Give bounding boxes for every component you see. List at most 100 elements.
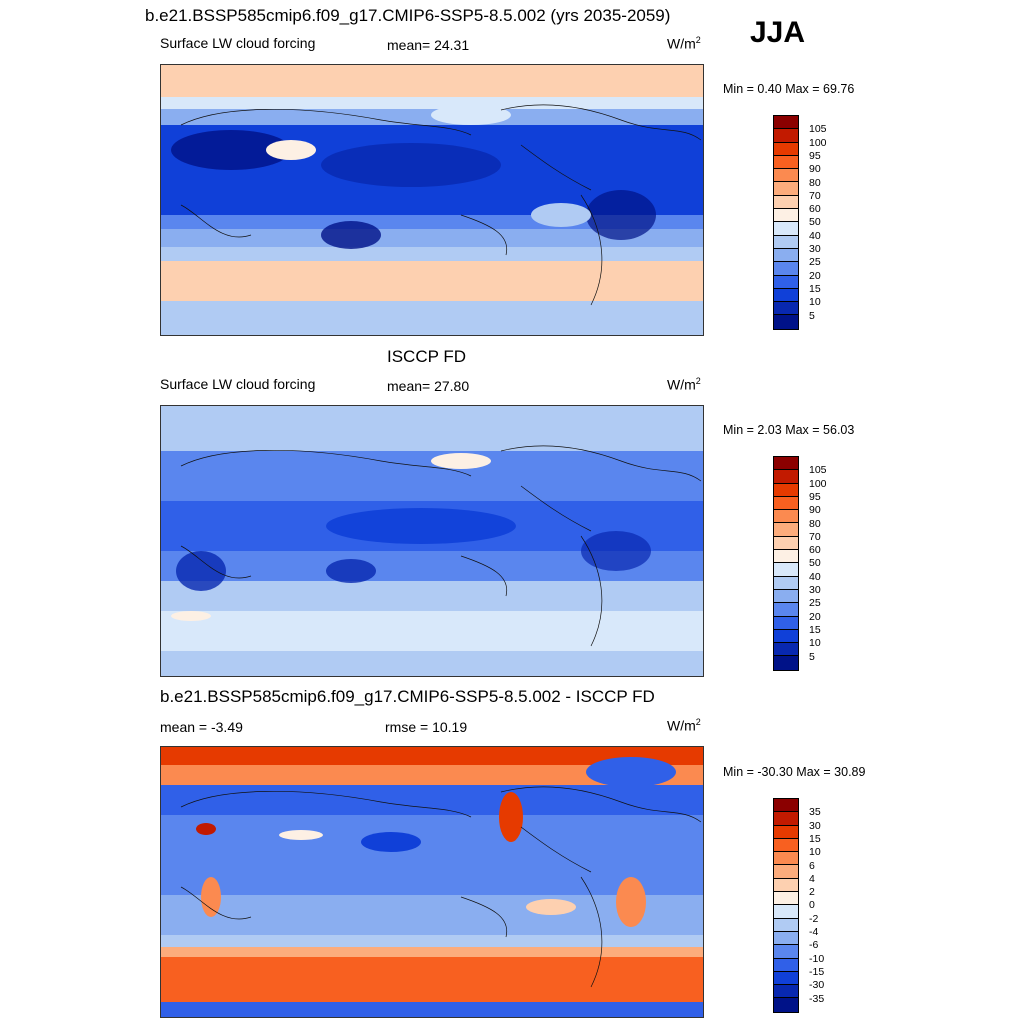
colorbar-swatch: [774, 905, 798, 919]
colorbar-swatch: [774, 958, 798, 972]
colorbar-tick-label: -35: [809, 992, 825, 1005]
panel-3-map: [160, 746, 704, 1018]
colorbar-tick-label: -6: [809, 939, 819, 952]
colorbar-tick-label: 70: [809, 189, 821, 202]
colorbar-swatch: [774, 603, 798, 617]
colorbar-tick-label: 30: [809, 584, 821, 596]
colorbar-tick-label: 10: [809, 846, 821, 859]
panel-1-variable-label: Surface LW cloud forcing: [160, 35, 316, 51]
colorbar-swatch: [774, 496, 798, 511]
colorbar-swatch: [774, 129, 798, 143]
colorbar-swatch: [774, 838, 798, 853]
panel-2-title: ISCCP FD: [387, 347, 467, 366]
colorbar-swatch: [774, 812, 798, 826]
colorbar-swatch: [774, 892, 798, 906]
colorbar-tick-label: -30: [809, 979, 825, 992]
colorbar-swatch: [774, 302, 798, 316]
colorbar-tick-label: 90: [809, 163, 821, 176]
panel-1-units: W/m2: [667, 35, 701, 52]
colorbar-swatch: [774, 616, 798, 630]
colorbar-swatch: [774, 656, 798, 670]
panel-2-map: [160, 405, 704, 677]
colorbar-swatch: [774, 550, 798, 564]
colorbar-swatch: [774, 209, 798, 223]
colorbar-swatch: [774, 536, 798, 551]
colorbar-tick-label: 25: [809, 256, 821, 269]
colorbar-tick-label: 0: [809, 899, 815, 912]
colorbar-swatch: [774, 998, 798, 1012]
colorbar-tick-label: 40: [809, 229, 821, 242]
colorbar-swatch: [774, 262, 798, 276]
colorbar-swatch: [774, 643, 798, 657]
panel-2-mean-label: mean= 27.80: [387, 378, 470, 394]
colorbar-tick-label: -15: [809, 965, 825, 978]
panel-1-title: b.e21.BSSP585cmip6.f09_g17.CMIP6-SSP5-8.…: [145, 6, 671, 25]
colorbar-swatch: [774, 629, 798, 644]
colorbar-tick-label: 15: [809, 832, 821, 845]
colorbar-swatch: [774, 222, 798, 236]
panel-3-title: b.e21.BSSP585cmip6.f09_g17.CMIP6-SSP5-8.…: [160, 687, 655, 706]
colorbar-swatch: [774, 483, 798, 497]
colorbar-tick-label: 100: [809, 136, 827, 149]
colorbar-tick-label: 105: [809, 123, 827, 136]
colorbar-swatch: [774, 985, 798, 999]
colorbar-tick-label: 60: [809, 203, 821, 216]
colorbar-tick-label: 35: [809, 806, 821, 819]
panel-1-minmax: Min = 0.40 Max = 69.76: [723, 82, 855, 96]
panel-1-mean-label: mean= 24.31: [387, 37, 470, 53]
colorbar-tick-label: 95: [809, 149, 821, 162]
colorbar-tick-label: 2: [809, 886, 815, 899]
panel-2-variable-label: Surface LW cloud forcing: [160, 376, 316, 392]
colorbar-swatch: [774, 235, 798, 249]
colorbar-tick-label: 6: [809, 859, 815, 872]
colorbar-swatch: [774, 288, 798, 303]
colorbar-tick-label: 90: [809, 504, 821, 517]
colorbar-tick-label: 10: [809, 296, 821, 309]
colorbar-swatch: [774, 918, 798, 932]
colorbar-swatch: [774, 169, 798, 183]
colorbar-swatch: [774, 142, 798, 156]
colorbar-swatch: [774, 182, 798, 196]
colorbar-tick-label: 4: [809, 872, 815, 885]
colorbar-tick-label: 20: [809, 610, 821, 623]
colorbar-tick-label: 105: [809, 464, 827, 477]
colorbar-swatch: [774, 576, 798, 590]
season-label: JJA: [750, 16, 806, 49]
colorbar-swatch: [774, 931, 798, 946]
colorbar-tick-label: 20: [809, 269, 821, 282]
colorbar-tick-label: -10: [809, 952, 825, 965]
colorbar-swatch: [774, 510, 798, 524]
colorbar-tick-label: 5: [809, 309, 815, 322]
colorbar-tick-label: 5: [809, 650, 815, 663]
colorbar-tick-label: 15: [809, 623, 821, 636]
colorbar-swatch: [774, 589, 798, 604]
panel-2-minmax: Min = 2.03 Max = 56.03: [723, 423, 855, 437]
colorbar-tick-label: -4: [809, 926, 819, 938]
colorbar-tick-label: 30: [809, 819, 821, 832]
colorbar-swatch: [774, 878, 798, 893]
colorbar-swatch: [774, 457, 798, 471]
panel-1-map: [160, 64, 704, 336]
colorbar-tick-label: 25: [809, 597, 821, 610]
colorbar-swatch: [774, 523, 798, 537]
colorbar-swatch: [774, 275, 798, 289]
colorbar-tick-label: 15: [809, 282, 821, 295]
panel-2-colorbar: [773, 456, 799, 671]
colorbar-tick-label: 60: [809, 544, 821, 557]
colorbar-tick-label: 10: [809, 637, 821, 650]
colorbar-swatch: [774, 945, 798, 959]
panel-3-units: W/m2: [667, 717, 701, 734]
colorbar-tick-label: 50: [809, 557, 821, 570]
colorbar-swatch: [774, 865, 798, 879]
panel-3-minmax: Min = -30.30 Max = 30.89: [723, 765, 866, 779]
panel-1-colorbar: [773, 115, 799, 330]
colorbar-swatch: [774, 799, 798, 813]
colorbar-swatch: [774, 116, 798, 130]
colorbar-tick-label: 100: [809, 477, 827, 490]
colorbar-swatch: [774, 195, 798, 210]
colorbar-swatch: [774, 825, 798, 839]
colorbar-swatch: [774, 155, 798, 170]
panel-2-units: W/m2: [667, 376, 701, 393]
colorbar-tick-label: 95: [809, 490, 821, 503]
colorbar-swatch: [774, 563, 798, 577]
